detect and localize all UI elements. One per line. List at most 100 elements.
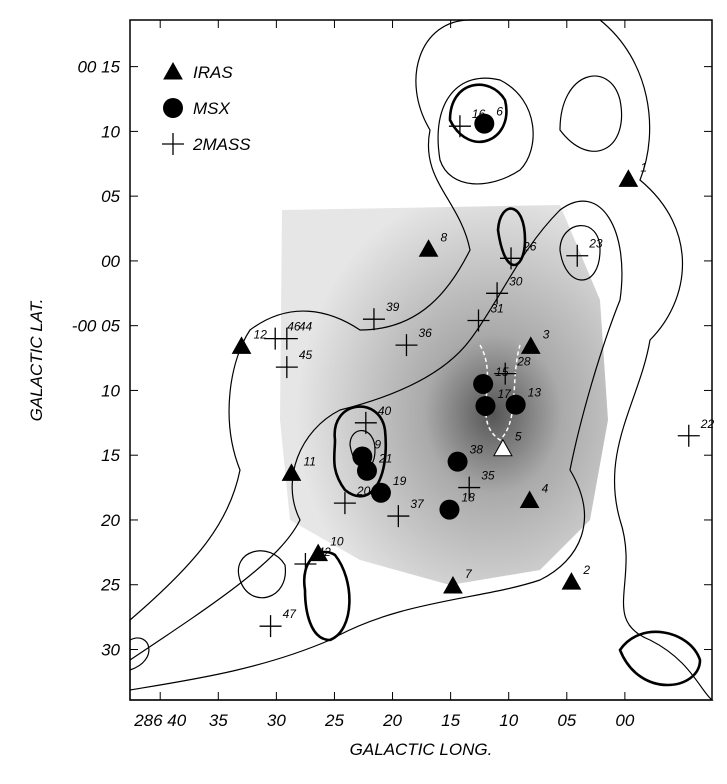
2mass-marker [677, 424, 700, 447]
point-label: 8 [441, 230, 448, 244]
2mass-marker [448, 115, 471, 138]
iras-marker [561, 572, 582, 590]
point-label: 37 [410, 497, 425, 511]
2mass-marker [458, 476, 481, 499]
y-tick-label: 10 [101, 122, 120, 141]
y-tick-label: 10 [101, 381, 120, 400]
y-tick-label: 20 [100, 511, 120, 530]
y-tick-label: 30 [101, 640, 120, 659]
2mass-marker [333, 492, 356, 515]
2mass-marker [467, 309, 490, 332]
point-label: 30 [509, 274, 523, 288]
legend-label: 2MASS [192, 135, 251, 154]
2mass-marker [395, 334, 418, 357]
plot-frame [129, 19, 713, 701]
msx-marker [439, 499, 460, 520]
x-tick-label: 35 [209, 711, 228, 730]
iras-marker [231, 336, 252, 354]
2mass-marker [387, 505, 410, 528]
2mass-marker [259, 615, 282, 638]
point-label: 22 [700, 417, 715, 431]
2mass-marker [275, 356, 298, 379]
msx-marker [505, 394, 526, 415]
point-label: 10 [330, 535, 344, 549]
y-tick-label: -00 05 [72, 317, 121, 336]
point-label: 36 [418, 326, 432, 340]
2mass-marker [566, 244, 589, 267]
iras-marker [618, 169, 639, 187]
2mass-marker [494, 362, 517, 385]
point-label: 21 [378, 452, 392, 466]
iras-marker [308, 543, 329, 562]
point-label: 9 [374, 437, 381, 451]
2mass-marker [486, 282, 509, 305]
point-label: 19 [393, 474, 407, 488]
x-tick-label: 05 [557, 711, 576, 730]
point-label: 7 [465, 567, 473, 581]
point-label: 39 [386, 300, 400, 314]
msx-marker [473, 373, 494, 394]
x-tick-label: 00 [615, 711, 634, 730]
iras-marker [443, 575, 463, 594]
point-label: 18 [461, 491, 475, 505]
point-label: 17 [497, 387, 512, 401]
x-tick-label: 30 [267, 711, 286, 730]
point-label: 26 [522, 239, 537, 253]
point-label: 6 [496, 105, 503, 119]
point-label: 11 [303, 454, 315, 468]
iras-marker [493, 438, 513, 457]
iras-marker [281, 463, 302, 481]
msx-marker [370, 482, 391, 503]
x-tick-label: 25 [324, 711, 344, 730]
2mass-marker [500, 247, 523, 270]
point-label: 15 [495, 365, 509, 379]
x-tick-label: 15 [441, 711, 460, 730]
2mass-marker [275, 327, 298, 350]
point-label: 46 [287, 320, 301, 334]
y-tick-label: 25 [100, 576, 120, 595]
iras-marker [519, 490, 540, 509]
point-label: 2 [582, 563, 590, 577]
image [280, 205, 608, 585]
point-label: 31 [491, 301, 504, 315]
msx-marker [163, 98, 183, 118]
y-tick-label: 15 [101, 446, 120, 465]
point-label: 3 [543, 327, 550, 341]
point-label: 23 [588, 237, 603, 251]
x-tick-label: 20 [382, 711, 402, 730]
msx-marker [475, 395, 496, 416]
point-label: 40 [378, 404, 392, 418]
x-tick-label: 286 40 [133, 711, 187, 730]
point-label: 4 [542, 482, 549, 496]
iras-marker [163, 61, 183, 80]
point-label: 44 [299, 320, 313, 334]
x-axis-label: GALACTIC LONG. [350, 740, 493, 759]
legend-label: IRAS [193, 63, 233, 82]
msx-marker [447, 451, 468, 472]
iras-marker [418, 239, 439, 257]
point-label: 35 [481, 469, 495, 483]
y-tick-label: 05 [101, 187, 120, 206]
point-label: 47 [283, 607, 298, 621]
msx-marker [356, 460, 377, 481]
contours [129, 19, 714, 701]
2mass-marker [294, 553, 317, 575]
2mass-marker [362, 308, 385, 331]
point-label: 28 [516, 355, 531, 369]
2mass-marker [354, 411, 377, 434]
iras-marker [520, 336, 541, 354]
point-label: 45 [299, 348, 313, 362]
y-tick-label: 00 [101, 252, 120, 271]
point-label: 16 [472, 107, 486, 121]
point-label: 38 [470, 443, 484, 457]
y-tick-label: 00 15 [77, 58, 120, 77]
legend-label: MSX [193, 99, 231, 118]
2mass-marker [162, 133, 184, 155]
point-label: 20 [356, 484, 371, 498]
msx-marker [474, 113, 495, 134]
point-label: 12 [254, 327, 268, 341]
point-label: 1 [640, 160, 647, 174]
y-axis-label: GALACTIC LAT. [27, 299, 46, 422]
point-label: 42 [317, 545, 331, 559]
